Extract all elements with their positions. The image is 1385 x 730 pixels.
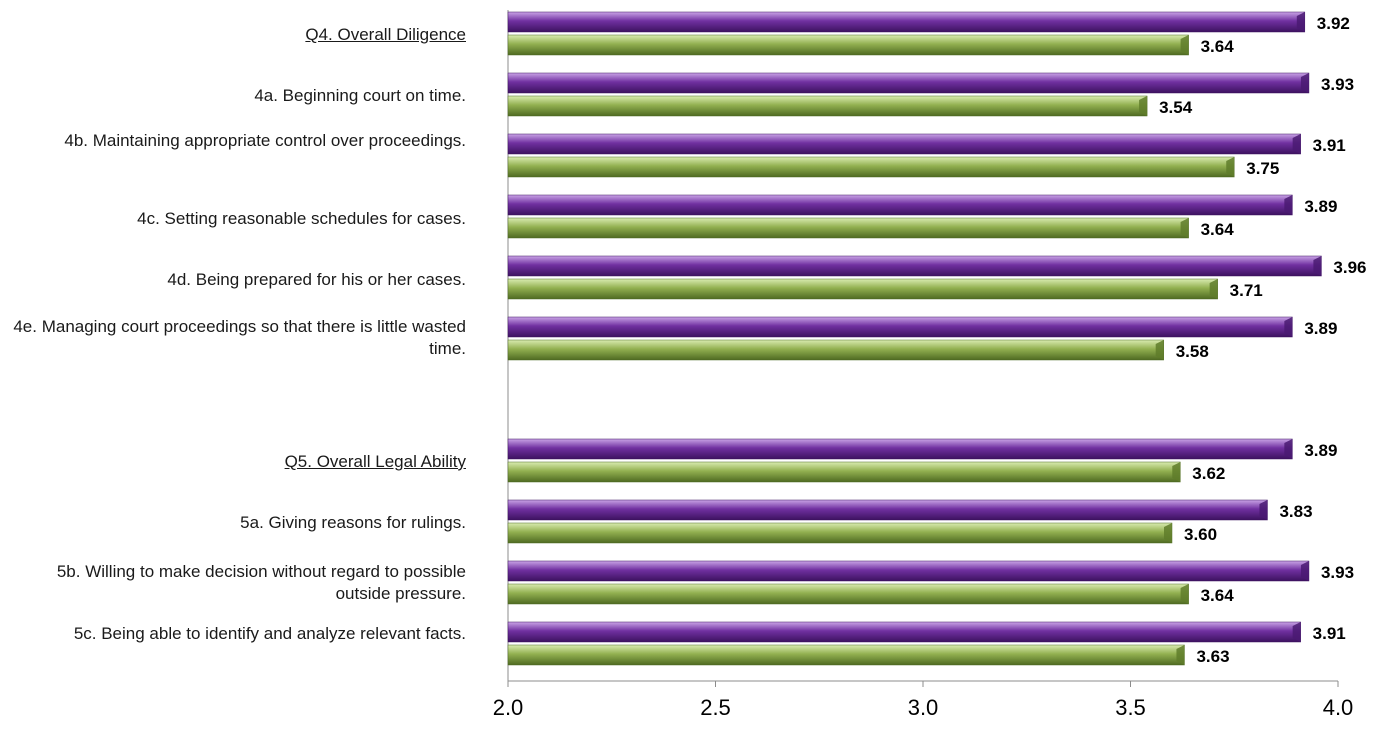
bar-value-label: 3.93 bbox=[1321, 75, 1354, 94]
bar-green bbox=[507, 339, 1164, 361]
bar-end-cap bbox=[1284, 317, 1293, 337]
bar-green bbox=[507, 156, 1235, 178]
bar-value-label: 3.89 bbox=[1304, 319, 1337, 338]
bar-green bbox=[507, 95, 1148, 117]
bar-end-cap bbox=[1180, 218, 1189, 238]
bar-value-label: 3.62 bbox=[1192, 464, 1225, 483]
bar-green bbox=[507, 278, 1218, 300]
category-label: 4e. Managing court proceedings so that t… bbox=[13, 317, 466, 358]
bar-green bbox=[507, 217, 1189, 239]
bar-purple bbox=[507, 255, 1322, 277]
bar-green bbox=[507, 461, 1181, 483]
bar-end-cap bbox=[1296, 12, 1305, 32]
x-tick-label: 2.0 bbox=[493, 695, 524, 720]
bar-end-cap bbox=[1284, 195, 1293, 215]
category-label: Q5. Overall Legal Ability bbox=[284, 452, 466, 471]
bar-value-label: 3.92 bbox=[1317, 14, 1350, 33]
x-tick-label: 3.0 bbox=[908, 695, 939, 720]
bar-purple bbox=[507, 133, 1301, 155]
x-tick-label: 2.5 bbox=[700, 695, 731, 720]
bar-end-cap bbox=[1164, 523, 1172, 543]
bar-value-label: 3.64 bbox=[1201, 220, 1235, 239]
bar-purple bbox=[507, 499, 1268, 521]
bar-value-label: 3.89 bbox=[1304, 197, 1337, 216]
bar-green bbox=[507, 34, 1189, 56]
x-tick-label: 4.0 bbox=[1323, 695, 1354, 720]
category-label: 4b. Maintaining appropriate control over… bbox=[64, 131, 466, 150]
bar-purple bbox=[507, 621, 1301, 643]
bar-green bbox=[507, 583, 1189, 605]
bar-value-label: 3.58 bbox=[1176, 342, 1209, 361]
bar-value-label: 3.89 bbox=[1304, 441, 1337, 460]
bar-end-cap bbox=[1176, 645, 1185, 665]
bar-value-label: 3.64 bbox=[1201, 37, 1235, 56]
category-label: 5c. Being able to identify and analyze r… bbox=[73, 624, 466, 643]
bar-purple bbox=[507, 438, 1293, 460]
bar-end-cap bbox=[1139, 96, 1148, 116]
bar-green bbox=[507, 522, 1173, 544]
bar-end-cap bbox=[1292, 134, 1301, 154]
bar-end-cap bbox=[1180, 584, 1189, 604]
bar-value-label: 3.91 bbox=[1313, 136, 1346, 155]
bar-value-label: 3.54 bbox=[1159, 98, 1193, 117]
bar-value-label: 3.75 bbox=[1246, 159, 1279, 178]
bar-value-label: 3.83 bbox=[1279, 502, 1312, 521]
bar-end-cap bbox=[1292, 622, 1301, 642]
bar-value-label: 3.96 bbox=[1333, 258, 1366, 277]
bar-value-label: 3.60 bbox=[1184, 525, 1217, 544]
bar-green bbox=[507, 644, 1185, 666]
bar-value-label: 3.64 bbox=[1201, 586, 1235, 605]
bar-purple bbox=[507, 316, 1293, 338]
category-label: 5b. Willing to make decision without reg… bbox=[56, 562, 466, 603]
category-label: 4a. Beginning court on time. bbox=[254, 86, 466, 105]
bar-purple bbox=[507, 72, 1310, 94]
x-tick-label: 3.5 bbox=[1115, 695, 1146, 720]
bar-purple bbox=[507, 560, 1310, 582]
bar-purple bbox=[507, 194, 1293, 216]
bar-end-cap bbox=[1300, 561, 1309, 581]
category-label: 4d. Being prepared for his or her cases. bbox=[167, 270, 466, 289]
bar-value-label: 3.91 bbox=[1313, 624, 1346, 643]
bar-end-cap bbox=[1155, 340, 1164, 360]
bar-value-label: 3.71 bbox=[1230, 281, 1263, 300]
bar-purple bbox=[507, 11, 1306, 33]
bar-end-cap bbox=[1300, 73, 1309, 93]
bar-value-label: 3.93 bbox=[1321, 563, 1354, 582]
category-label: 4c. Setting reasonable schedules for cas… bbox=[137, 209, 466, 228]
bar-end-cap bbox=[1209, 279, 1218, 299]
category-label: Q4. Overall Diligence bbox=[305, 25, 466, 44]
bar-end-cap bbox=[1180, 35, 1189, 55]
bar-end-cap bbox=[1284, 439, 1293, 459]
category-label: 5a. Giving reasons for rulings. bbox=[240, 513, 466, 532]
bar-end-cap bbox=[1259, 500, 1268, 520]
bar-end-cap bbox=[1172, 462, 1181, 482]
bar-value-label: 3.63 bbox=[1196, 647, 1229, 666]
bar-end-cap bbox=[1313, 256, 1322, 276]
bar-end-cap bbox=[1226, 157, 1235, 177]
